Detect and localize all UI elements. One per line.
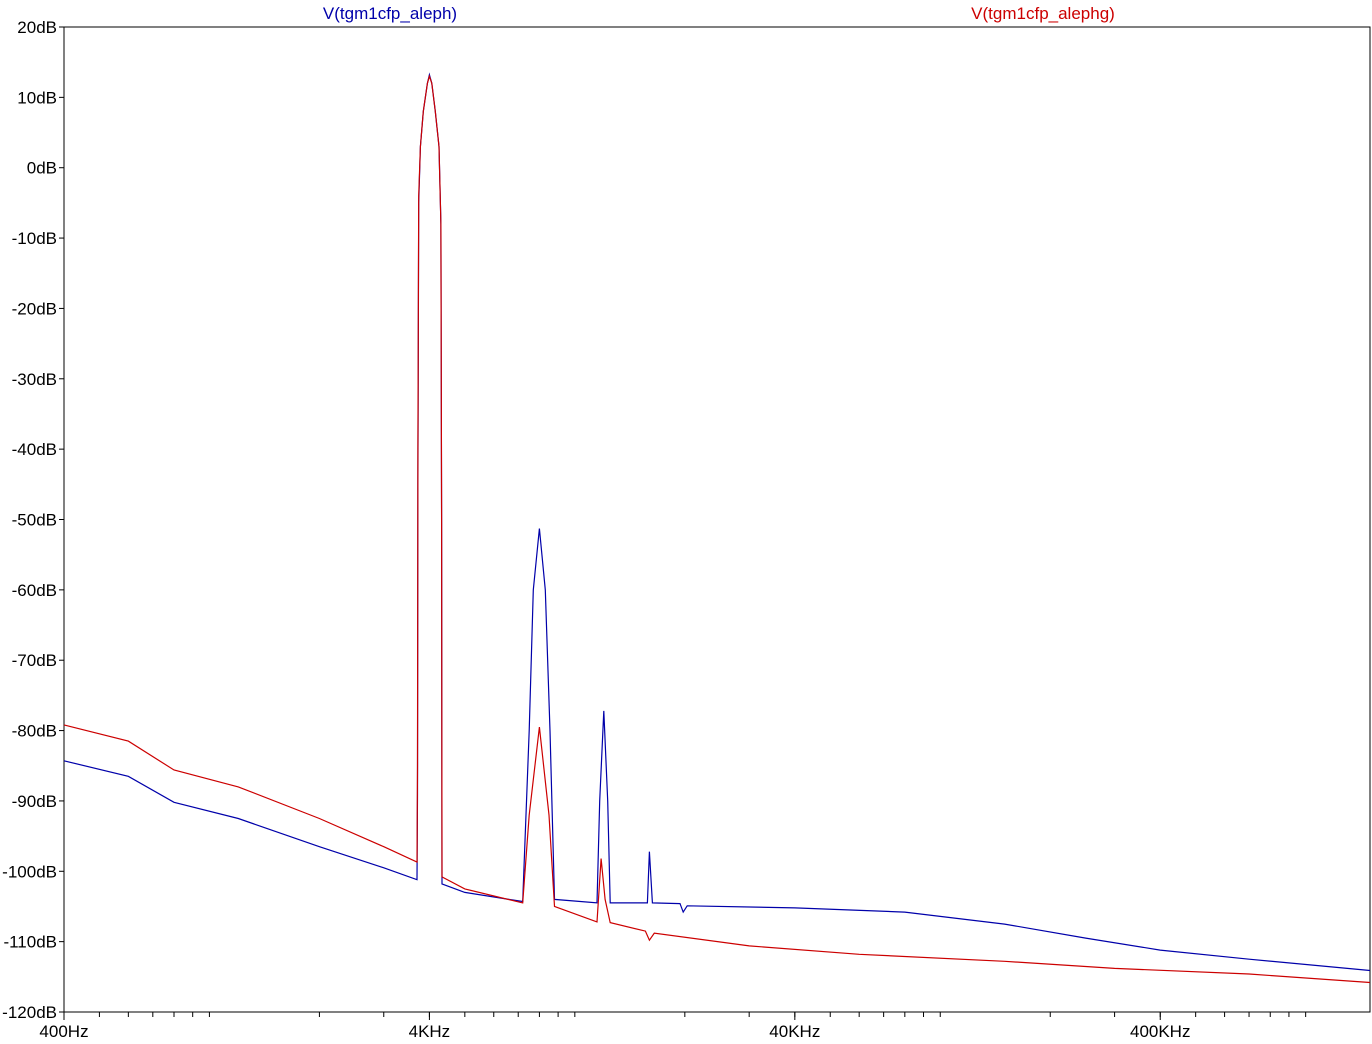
x-tick-label: 4KHz: [409, 1022, 451, 1041]
y-tick-label: -20dB: [12, 299, 57, 318]
y-axis: 20dB 10dB 0dB -10dB -20dB -30dB -40dB -50dB -60d…: [2, 18, 64, 1022]
y-tick-label: 20dB: [17, 18, 57, 37]
y-tick-label: 10dB: [17, 88, 57, 107]
legend: V(tgm1cfp_aleph) V(tgm1cfp_alephg): [323, 4, 1115, 23]
legend-item-1: V(tgm1cfp_aleph): [323, 4, 457, 23]
y-tick-label: -40dB: [12, 440, 57, 459]
y-tick-label: -50dB: [12, 511, 57, 530]
x-tick-label: 400KHz: [1130, 1022, 1190, 1041]
x-tick-label: 40KHz: [769, 1022, 820, 1041]
series-group: [63, 72, 1371, 984]
legend-item-2: V(tgm1cfp_alephg): [971, 4, 1115, 23]
y-tick-label: -60dB: [12, 581, 57, 600]
x-axis: 400Hz 4KHz 40KHz 400KHz: [39, 1012, 1307, 1041]
y-tick-label: -10dB: [12, 229, 57, 248]
y-tick-label: -90dB: [12, 792, 57, 811]
y-tick-label: -120dB: [2, 1003, 57, 1022]
y-tick-label: -80dB: [12, 722, 57, 741]
x-tick-label: 400Hz: [39, 1022, 88, 1041]
plot-area: [63, 26, 1371, 1013]
y-tick-label: 0dB: [27, 159, 57, 178]
y-tick-label: -100dB: [2, 862, 57, 881]
series-line-2: [63, 74, 1371, 984]
y-tick-label: -30dB: [12, 370, 57, 389]
series-line-1: [63, 72, 1371, 972]
y-tick-label: -110dB: [3, 933, 57, 952]
y-tick-label: -70dB: [12, 651, 57, 670]
